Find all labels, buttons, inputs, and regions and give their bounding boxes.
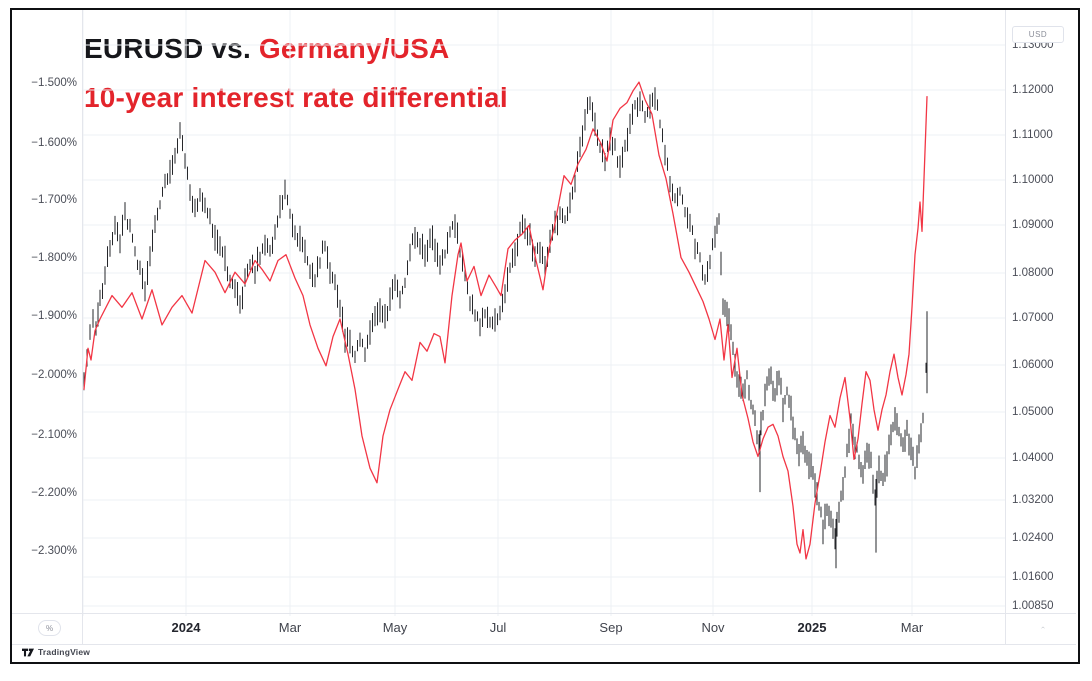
right-axis-tick-label: 1.11000 xyxy=(1012,129,1053,141)
currency-usd-chip: USD xyxy=(1012,26,1064,43)
right-axis-tick-label: 1.05000 xyxy=(1012,406,1054,418)
time-axis-tick-label: Nov xyxy=(701,620,725,635)
right-axis-tick-label: 1.07000 xyxy=(1012,312,1054,324)
right-axis-tick-label: 1.12000 xyxy=(1012,84,1054,96)
left-axis-tick-label: −2.100% xyxy=(31,429,77,441)
percent-scale-chip: % xyxy=(38,620,61,636)
tradingview-logo-icon xyxy=(22,648,34,656)
right-axis-tick-label: 1.01600 xyxy=(1012,571,1054,583)
time-axis-tick-label: Jul xyxy=(489,620,507,635)
right-axis-tick-label: 1.00850 xyxy=(1012,600,1054,612)
right-axis-tick-label: 1.09000 xyxy=(1012,219,1054,231)
chart-title-line1: EURUSD vs. Germany/USA xyxy=(84,24,508,73)
eurusd-bar-wicks xyxy=(759,311,928,569)
time-axis-tick-label: 2025 xyxy=(797,620,827,635)
left-axis-tick-label: −2.200% xyxy=(31,487,77,499)
chart-gridlines xyxy=(82,9,1005,616)
tradingview-label: TradingView xyxy=(38,647,91,657)
left-axis-tick-label: −1.900% xyxy=(31,310,77,322)
left-axis-tick-label: −1.500% xyxy=(31,77,77,89)
left-axis-tick-label: −2.300% xyxy=(31,545,77,557)
right-axis-tick-label: 1.02400 xyxy=(1012,532,1054,544)
eurusd-ohlc-bars-series xyxy=(83,87,927,550)
left-price-axis[interactable]: −1.500% −1.600% −1.700% −1.800% −1.900% −2.00… xyxy=(12,8,77,612)
time-axis-tick-label: Mar xyxy=(278,620,302,635)
chevron-up-icon xyxy=(1041,626,1045,629)
left-axis-tick-label: −2.000% xyxy=(31,369,77,381)
left-axis-tick-label: −1.700% xyxy=(31,194,77,206)
right-axis-tick-label: 1.10000 xyxy=(1012,174,1054,186)
time-axis[interactable]: 2024 Mar May Jul Sep Nov 2025 Mar xyxy=(12,616,1076,644)
right-price-axis[interactable]: 1.13000 1.12000 1.11000 1.10000 1.09000 1.080… xyxy=(1012,8,1076,612)
right-axis-tick-label: 1.06000 xyxy=(1012,359,1054,371)
left-axis-separator xyxy=(82,10,83,644)
chart-plot-area[interactable] xyxy=(83,10,1005,612)
chart-title-symbol: EURUSD vs. xyxy=(84,33,259,64)
time-axis-tick-label: 2024 xyxy=(171,620,201,635)
rate-differential-line-series xyxy=(83,81,928,560)
time-axis-tick-label: Sep xyxy=(599,620,623,635)
time-axis-tick-label: May xyxy=(382,620,408,635)
time-axis-separator xyxy=(12,613,1076,614)
chart-title: EURUSD vs. Germany/USA 10-year interest … xyxy=(84,24,508,122)
collapse-scale-button[interactable] xyxy=(1035,621,1051,634)
left-axis-tick-label: −1.600% xyxy=(31,137,77,149)
right-axis-tick-label: 1.03200 xyxy=(1012,494,1054,506)
chart-title-compare: Germany/USA xyxy=(258,33,450,64)
left-axis-tick-label: −1.800% xyxy=(31,252,77,264)
right-axis-tick-label: 1.08000 xyxy=(1012,267,1054,279)
watermark-separator xyxy=(12,644,1076,645)
chart-title-line2: 10-year interest rate differential xyxy=(84,82,508,113)
right-axis-separator xyxy=(1005,10,1006,644)
tradingview-attribution[interactable]: TradingView xyxy=(22,647,90,657)
time-axis-tick-label: Mar xyxy=(900,620,924,635)
right-axis-tick-label: 1.04000 xyxy=(1012,452,1054,464)
